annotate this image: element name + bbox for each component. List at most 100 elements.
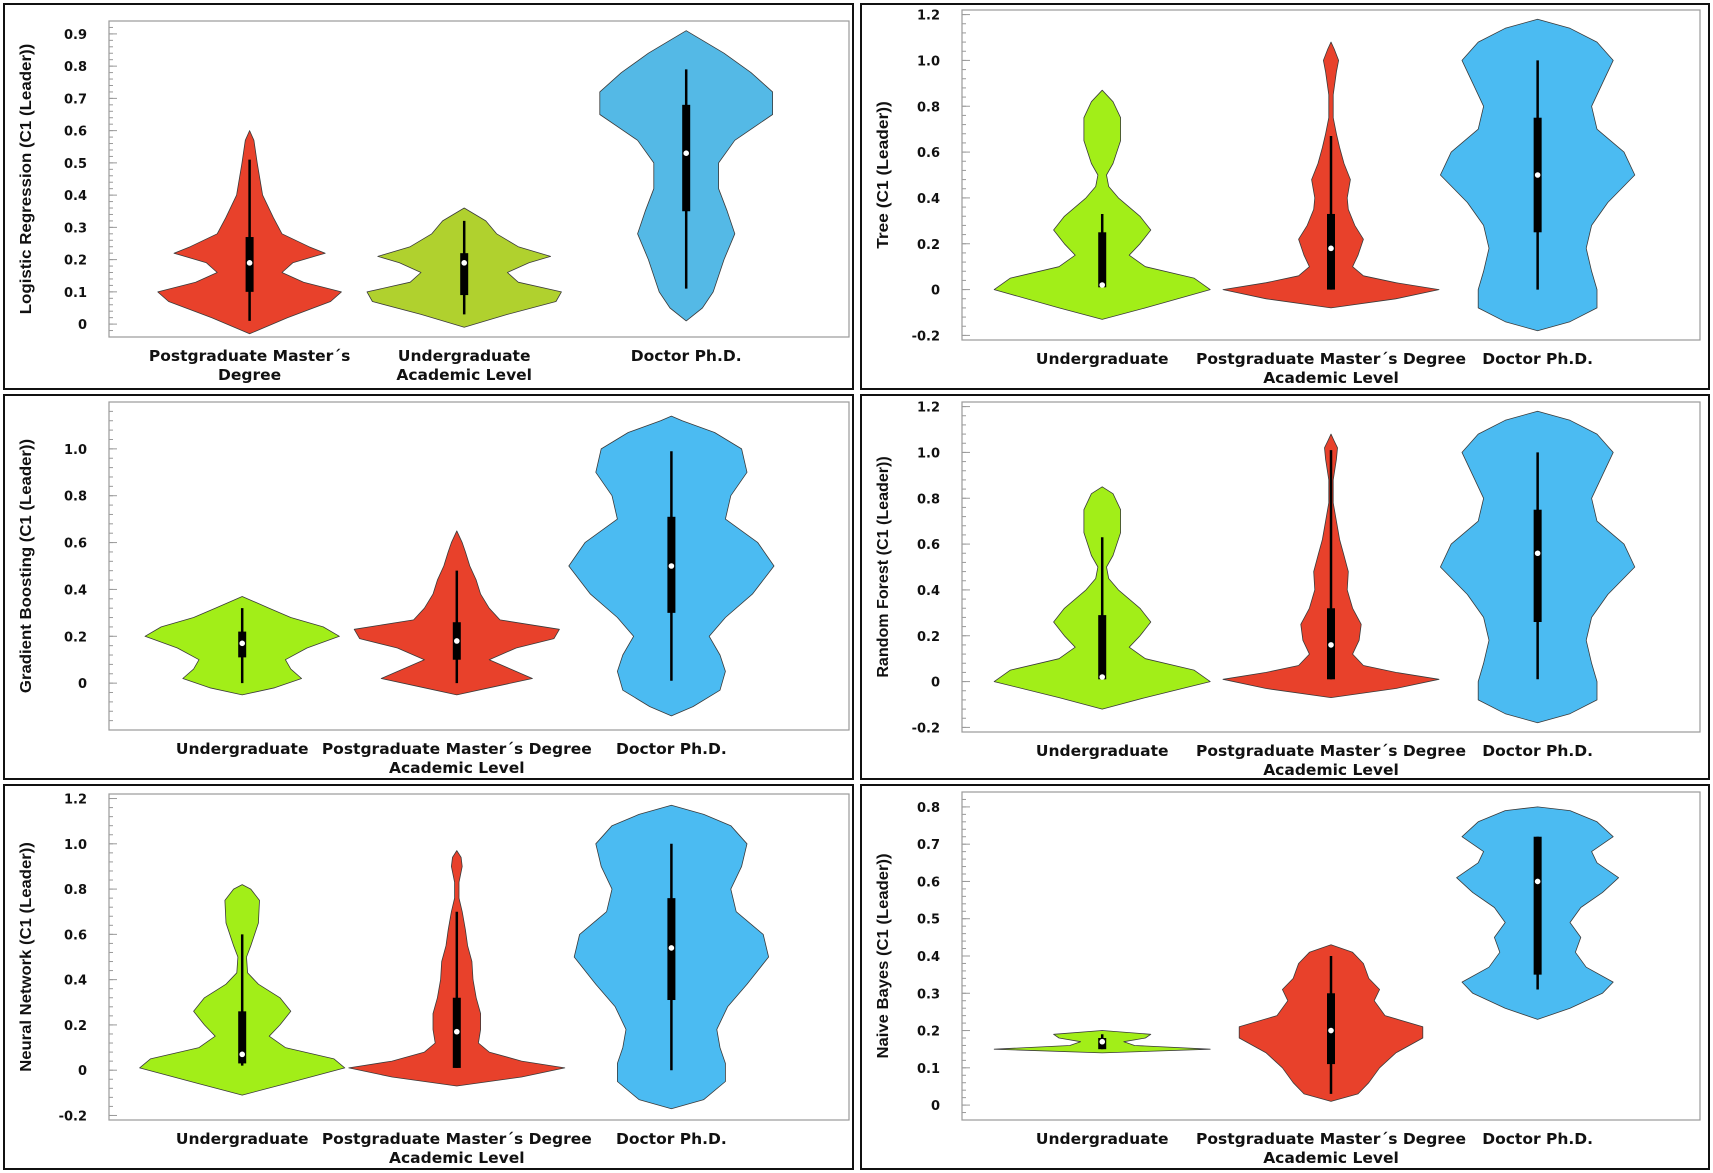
- y-tick-label: 0: [78, 677, 87, 692]
- y-tick-label: 1.0: [917, 446, 940, 461]
- x-category-label: Postgraduate Master´s Degree: [1196, 742, 1466, 760]
- y-tick-label: 0.1: [917, 1062, 940, 1077]
- y-tick-label: 0.7: [917, 838, 940, 853]
- x-category-label: Undergraduate: [1036, 742, 1169, 760]
- violin-median: [1328, 1027, 1334, 1034]
- y-tick-label: 0: [78, 318, 87, 333]
- y-tick-label: 0: [931, 284, 940, 299]
- violin-median: [1099, 1038, 1106, 1045]
- y-tick-label: 0.6: [917, 875, 940, 890]
- chart-panel: -0.2 0 0.2 0.4 0.6 0.8 1.0 1.2 Neural Network (C…: [3, 784, 854, 1170]
- y-axis-label: Neural Network (C1 (Leader)): [18, 842, 35, 1072]
- x-category-label: Doctor Ph.D.: [1482, 742, 1593, 760]
- y-axis-label: Gradient Boosting (C1 (Leader)): [18, 439, 35, 693]
- x-axis-label: Academic Level: [1263, 761, 1399, 778]
- x-axis-label: Academic Level: [389, 1149, 525, 1167]
- x-category-label: Doctor Ph.D.: [1482, 1130, 1593, 1148]
- y-tick-label: 1.0: [64, 838, 87, 853]
- y-tick-label: 0.8: [917, 100, 940, 115]
- x-category-label: Postgraduate Master´s Degree: [1196, 350, 1466, 368]
- x-category-label: Undergraduate: [398, 347, 531, 365]
- violin-iqr-box: [1098, 232, 1107, 288]
- violin-median: [1099, 674, 1106, 680]
- x-axis-label: Academic Level: [1263, 369, 1399, 387]
- y-tick-label: 0.4: [64, 189, 87, 204]
- violin-iqr-box: [1098, 615, 1107, 680]
- x-category-label: Postgraduate Master´s Degree: [322, 1130, 592, 1148]
- x-category-label: Undergraduate: [176, 1130, 309, 1148]
- x-category-label: Postgraduate Master´s Degree: [322, 740, 592, 758]
- y-tick-label: 0.8: [917, 801, 940, 816]
- violin-median: [668, 945, 675, 951]
- y-tick-label: 0.2: [917, 238, 940, 253]
- y-tick-label: -0.2: [912, 329, 940, 344]
- y-tick-label: 1.0: [64, 443, 87, 458]
- y-tick-label: 1.2: [64, 793, 87, 808]
- y-tick-label: 0.2: [64, 1019, 87, 1034]
- x-category-label: Doctor Ph.D.: [616, 740, 727, 758]
- y-tick-label: 0.2: [64, 254, 87, 269]
- y-tick-label: 0.6: [64, 928, 87, 943]
- violin-iqr-box: [1533, 509, 1542, 622]
- y-tick-label: 1.2: [917, 9, 940, 24]
- y-tick-label: 0.6: [64, 125, 87, 140]
- violin-iqr-box: [460, 253, 469, 296]
- y-tick-label: 0.5: [917, 913, 940, 928]
- x-category-label: Postgraduate Master´s Degree: [1196, 1130, 1466, 1148]
- y-tick-label: 1.0: [917, 54, 940, 69]
- chart-panel: -0.2 0 0.2 0.4 0.6 0.8 1.0 1.2 Tree (C1 (Leader)…: [860, 3, 1710, 390]
- violin-body: [993, 89, 1211, 320]
- y-tick-label: 0.6: [917, 146, 940, 161]
- x-category-label: Doctor Ph.D.: [631, 347, 742, 365]
- violin-median: [454, 638, 460, 644]
- y-tick-label: 0.9: [64, 28, 87, 43]
- y-tick-label: 0.7: [64, 92, 87, 107]
- y-tick-label: 0.8: [64, 490, 87, 505]
- violin-median: [1328, 642, 1334, 648]
- y-tick-label: 0.3: [917, 987, 940, 1002]
- violin-median: [454, 1028, 460, 1035]
- violin-median: [1534, 172, 1541, 178]
- x-axis-label: Academic Level: [1263, 1149, 1399, 1167]
- y-tick-label: -0.2: [59, 1109, 87, 1124]
- y-tick-label: 0: [931, 1099, 940, 1114]
- y-tick-label: 0.8: [917, 492, 940, 507]
- violin-median: [1099, 282, 1106, 288]
- violin-median: [246, 260, 253, 266]
- x-category-label: Academic Level: [396, 366, 532, 384]
- y-tick-label: 1.2: [917, 401, 940, 416]
- y-tick-label: 0.4: [917, 950, 940, 965]
- chart-panel: 0 0.2 0.4 0.6 0.8 1.0 Gradient Boosting (C1 (L…: [3, 394, 854, 780]
- y-tick-label: 0.4: [64, 974, 87, 989]
- chart-svg: -0.2 0 0.2 0.4 0.6 0.8 1.0 1.2 Tree (C1 (Leader)…: [875, 9, 1701, 387]
- violin-median: [1534, 550, 1541, 557]
- y-tick-label: 0.6: [917, 538, 940, 553]
- y-axis-label: Naive Bayes (C1 (Leader)): [875, 854, 892, 1059]
- y-axis-label: Logistic Regression (C1 (Leader)): [18, 44, 35, 315]
- x-category-label: Doctor Ph.D.: [616, 1130, 727, 1148]
- y-tick-label: 0.1: [64, 286, 87, 301]
- x-axis-label: Academic Level: [389, 759, 525, 777]
- y-tick-label: 0.2: [917, 1025, 940, 1040]
- y-axis-label: Random Forest (C1 (Leader)): [875, 456, 892, 677]
- violin-iqr-box: [1327, 213, 1335, 290]
- y-axis-label: Tree (C1 (Leader)): [875, 101, 892, 249]
- chart-svg: 0 0.2 0.4 0.6 0.8 1.0 Gradient Boosting (C1 (L…: [18, 401, 850, 777]
- chart-svg: -0.2 0 0.2 0.4 0.6 0.8 1.0 1.2 Neural Network (C…: [18, 793, 850, 1167]
- violin-iqr-box: [238, 1011, 247, 1064]
- violin-iqr-box: [1533, 836, 1542, 975]
- chart-svg: -0.2 0 0.2 0.4 0.6 0.8 1.0 1.2 Random Forest (C1…: [875, 401, 1701, 778]
- violin-median: [683, 150, 689, 157]
- x-category-label: Degree: [218, 366, 281, 384]
- y-tick-label: -0.2: [912, 721, 940, 736]
- x-category-label: Postgraduate Master´s: [149, 347, 350, 365]
- y-tick-label: 0.2: [64, 630, 87, 645]
- y-tick-label: 0.5: [64, 157, 87, 172]
- chart-svg: 0 0.1 0.2 0.3 0.4 0.5 0.6 0.7 0.8 Naive Bayes (C1…: [875, 791, 1701, 1167]
- y-tick-label: 0: [78, 1064, 87, 1079]
- violin-median: [239, 1051, 245, 1058]
- violin-median: [1328, 245, 1334, 252]
- chart-svg: 0 0.1 0.2 0.3 0.4 0.5 0.6 0.7 0.8 0.9 Logistic Reg…: [18, 20, 850, 384]
- y-tick-label: 0.8: [64, 883, 87, 898]
